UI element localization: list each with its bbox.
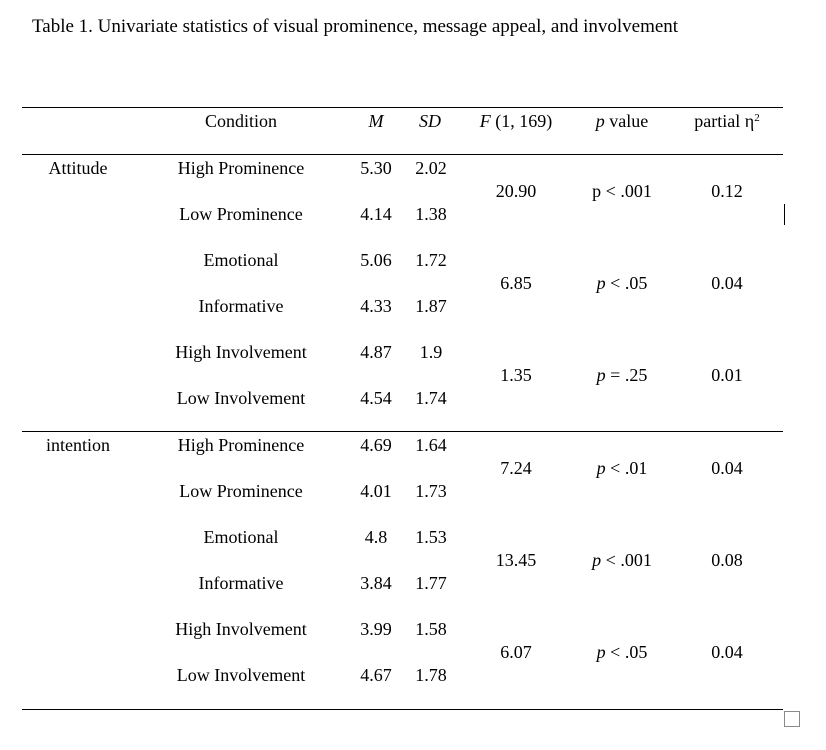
group-divider-rule — [22, 431, 783, 432]
condition-cell: Emotional — [203, 527, 279, 547]
p-comparison: < .05 — [605, 642, 648, 662]
header-mean: M — [368, 111, 384, 131]
mean-cell: 4.87 — [360, 342, 392, 362]
sd-cell: 1.74 — [415, 388, 447, 408]
condition-cell: High Prominence — [177, 158, 305, 178]
mean-cell: 4.33 — [360, 296, 392, 316]
header-condition: Condition — [204, 111, 278, 131]
table-resize-handle[interactable] — [784, 711, 800, 727]
header-p-value: p value — [596, 110, 648, 132]
text-cursor — [784, 204, 785, 225]
condition-cell: Low Involvement — [176, 388, 306, 408]
header-p-label: value — [604, 111, 649, 131]
mean-cell: 5.30 — [360, 158, 392, 178]
partial-eta-cell: 0.04 — [711, 642, 743, 662]
sd-cell: 1.58 — [415, 619, 447, 639]
table-top-rule — [22, 107, 783, 108]
mean-cell: 3.84 — [360, 573, 392, 593]
mean-cell: 4.54 — [360, 388, 392, 408]
p-symbol: p — [596, 273, 606, 293]
f-value-cell: 20.90 — [495, 181, 537, 201]
header-f-symbol: F — [479, 111, 491, 131]
p-value-cell: p < .01 — [597, 457, 648, 479]
condition-cell: Low Involvement — [176, 665, 306, 685]
condition-cell: Informative — [198, 573, 284, 593]
group-label: Attitude — [48, 158, 108, 178]
table-bottom-rule — [22, 709, 783, 710]
condition-cell: Informative — [198, 296, 284, 316]
f-value-cell: 6.85 — [500, 273, 532, 293]
sd-cell: 2.02 — [415, 158, 447, 178]
mean-cell: 5.06 — [360, 250, 392, 270]
sd-cell: 1.73 — [415, 481, 447, 501]
sd-cell: 1.87 — [415, 296, 447, 316]
sd-cell: 1.72 — [415, 250, 447, 270]
group-label: intention — [46, 435, 110, 455]
mean-cell: 4.67 — [360, 665, 392, 685]
condition-cell: Emotional — [203, 250, 279, 270]
condition-cell: High Prominence — [177, 435, 305, 455]
header-eta-label: partial η — [694, 111, 755, 131]
p-symbol: p — [592, 181, 602, 201]
p-value-cell: p < .001 — [592, 549, 652, 571]
condition-cell: High Involvement — [175, 342, 307, 362]
sd-cell: 1.77 — [415, 573, 447, 593]
p-comparison: < .05 — [605, 273, 648, 293]
sd-cell: 1.38 — [415, 204, 447, 224]
partial-eta-cell: 0.01 — [711, 365, 743, 385]
p-comparison: = .25 — [605, 365, 648, 385]
sd-cell: 1.64 — [415, 435, 447, 455]
table-caption: Table 1. Univariate statistics of visual… — [32, 16, 679, 37]
f-value-cell: 7.24 — [500, 458, 532, 478]
partial-eta-cell: 0.04 — [711, 458, 743, 478]
f-value-cell: 13.45 — [495, 550, 537, 570]
p-comparison: < .001 — [601, 550, 652, 570]
header-f: F (1, 169) — [480, 110, 553, 132]
mean-cell: 3.99 — [360, 619, 392, 639]
sd-cell: 1.78 — [415, 665, 447, 685]
p-value-cell: p = .25 — [597, 364, 648, 386]
header-sd: SD — [419, 111, 441, 131]
p-comparison: < .001 — [601, 181, 652, 201]
header-bottom-rule — [22, 154, 783, 155]
mean-cell: 4.8 — [364, 527, 388, 547]
mean-cell: 4.69 — [360, 435, 392, 455]
p-comparison: < .01 — [605, 458, 648, 478]
partial-eta-cell: 0.12 — [711, 181, 743, 201]
condition-cell: Low Prominence — [179, 204, 303, 224]
header-f-df: (1, 169) — [490, 111, 553, 131]
p-symbol: p — [596, 458, 606, 478]
header-partial-eta: partial η2 — [694, 110, 759, 132]
sd-cell: 1.9 — [419, 342, 443, 362]
header-p-symbol: p — [595, 111, 605, 131]
mean-cell: 4.01 — [360, 481, 392, 501]
mean-cell: 4.14 — [360, 204, 392, 224]
p-value-cell: p < .05 — [597, 641, 648, 663]
p-symbol: p — [592, 550, 602, 570]
condition-cell: Low Prominence — [179, 481, 303, 501]
p-symbol: p — [596, 642, 606, 662]
f-value-cell: 1.35 — [500, 365, 532, 385]
partial-eta-cell: 0.08 — [711, 550, 743, 570]
p-value-cell: p < .05 — [597, 272, 648, 294]
header-eta-superscript: 2 — [754, 112, 760, 124]
partial-eta-cell: 0.04 — [711, 273, 743, 293]
f-value-cell: 6.07 — [500, 642, 532, 662]
sd-cell: 1.53 — [415, 527, 447, 547]
p-value-cell: p < .001 — [592, 180, 652, 202]
condition-cell: High Involvement — [175, 619, 307, 639]
p-symbol: p — [596, 365, 606, 385]
